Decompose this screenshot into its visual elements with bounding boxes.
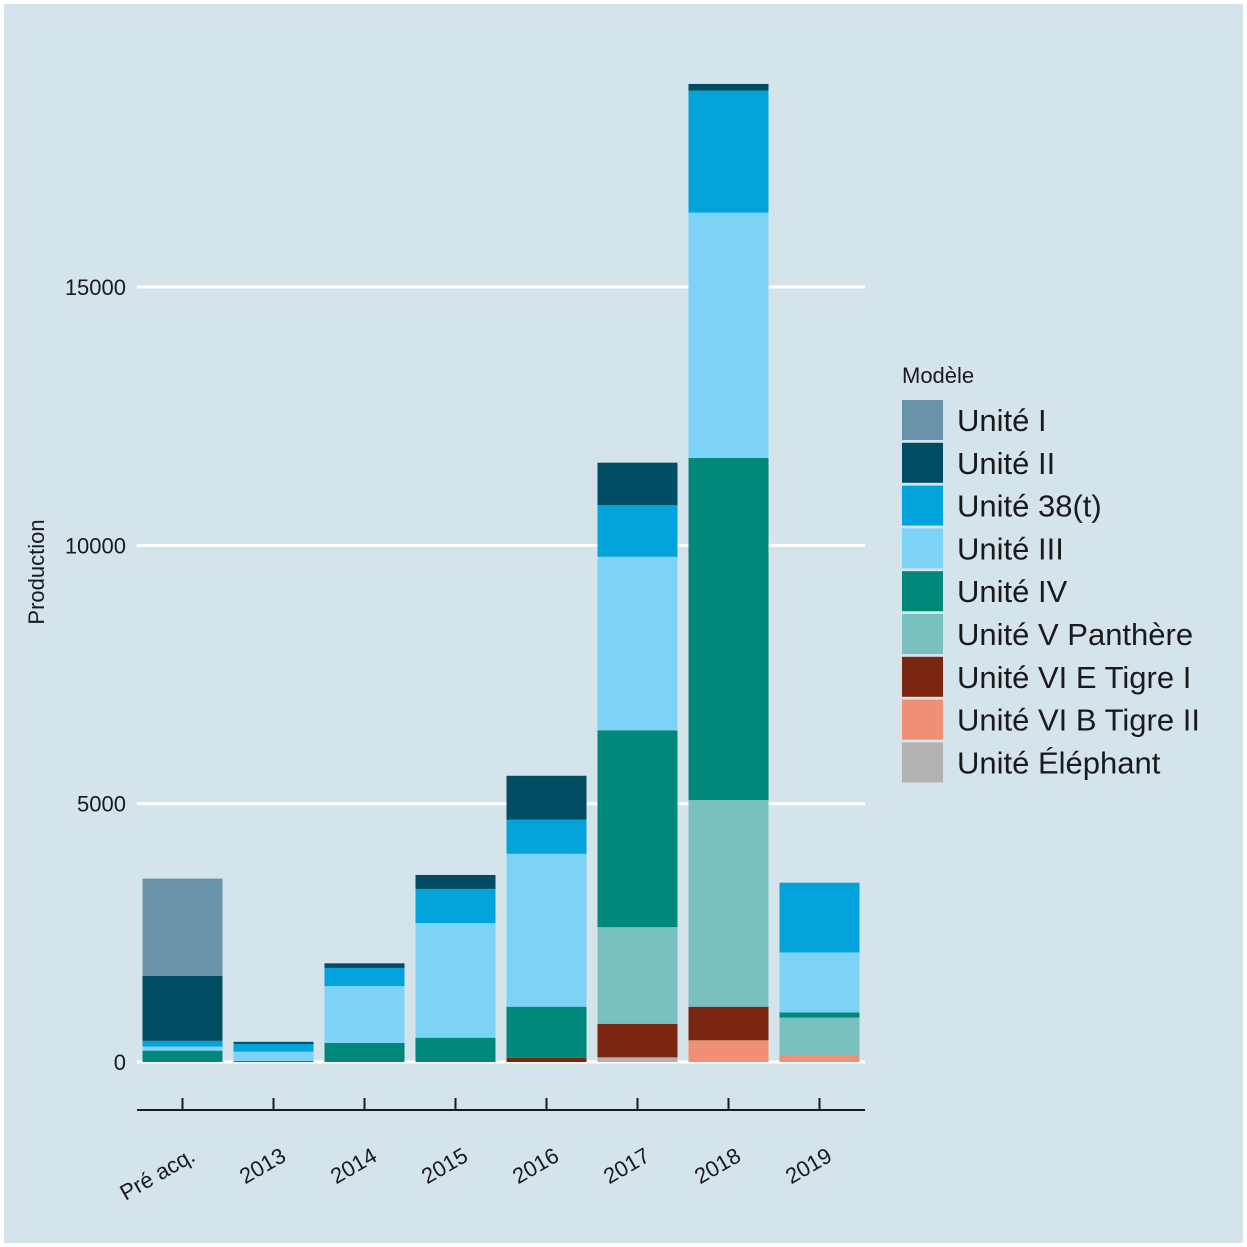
legend-label: Unité III	[957, 531, 1064, 566]
bar-segment	[779, 952, 860, 1013]
legend-label: Unité Éléphant	[957, 745, 1161, 780]
legend-label: Unité I	[957, 403, 1047, 438]
y-tick-label: 0	[114, 1050, 126, 1075]
bar-segment	[142, 1046, 223, 1051]
bar-segment	[597, 927, 678, 1024]
bar-segment	[233, 1051, 314, 1061]
legend-swatch	[902, 485, 943, 526]
bar-segment	[415, 874, 496, 889]
bar-segment	[142, 878, 223, 976]
bar-segment	[779, 1054, 860, 1062]
bar-segment	[688, 83, 769, 91]
bar-segment	[779, 882, 860, 953]
bar-segment	[688, 212, 769, 459]
bar-segment	[142, 1050, 223, 1062]
bar-segment	[233, 1043, 314, 1052]
bar-segment	[779, 1012, 860, 1018]
bar-segment	[688, 800, 769, 1007]
bar-segment	[597, 1057, 678, 1062]
bar-segment	[233, 1060, 314, 1062]
bar-segment	[324, 1042, 405, 1062]
legend-swatch	[902, 571, 943, 612]
legend-title: Modèle	[902, 363, 974, 388]
legend-label: Unité VI B Tigre II	[957, 703, 1200, 738]
bar-segment	[415, 1037, 496, 1062]
bar-segment	[597, 730, 678, 928]
bar-segment	[779, 1017, 860, 1055]
legend-label: Unité 38(t)	[957, 489, 1102, 524]
bar-segment	[415, 923, 496, 1038]
bar-segment	[506, 819, 587, 854]
bar-segment	[506, 853, 587, 1007]
bar-segment	[597, 505, 678, 557]
bar-segment	[688, 1040, 769, 1062]
bar-segment	[506, 775, 587, 820]
bar-segment	[142, 975, 223, 1041]
bar-segment	[324, 963, 405, 968]
y-axis-title: Production	[24, 519, 49, 624]
legend: Modèle Unité I Unité II Unité 38(t) Unité I…	[902, 363, 1200, 783]
bar-segment	[324, 967, 405, 987]
y-tick-label: 15000	[65, 275, 126, 300]
legend-label: Unité V Panthère	[957, 617, 1193, 652]
bar-segment	[506, 1057, 587, 1062]
y-tick-label: 10000	[65, 533, 126, 558]
legend-swatch	[902, 699, 943, 740]
y-axis: 0 5000 10000 15000	[65, 275, 126, 1075]
legend-swatch	[902, 614, 943, 654]
legend-label: Unité II	[957, 446, 1055, 481]
bar-segment	[597, 462, 678, 506]
legend-swatch	[902, 656, 943, 697]
bars	[142, 83, 860, 1062]
bar-segment	[597, 556, 678, 731]
bar-segment	[688, 1006, 769, 1041]
legend-swatch	[902, 742, 943, 783]
bar-segment	[597, 1023, 678, 1058]
legend-swatch	[902, 442, 943, 483]
bar-segment	[688, 458, 769, 801]
legend-label: Unité IV	[957, 574, 1068, 609]
bar-segment	[142, 1040, 223, 1047]
bar-segment	[324, 986, 405, 1043]
legend-label: Unité VI E Tigre I	[957, 660, 1191, 695]
bar-segment	[233, 1041, 314, 1044]
legend-swatch	[902, 400, 943, 440]
bar-segment	[415, 888, 496, 924]
bar-segment	[506, 1006, 587, 1058]
legend-swatch	[902, 528, 943, 569]
y-tick-label: 5000	[77, 792, 126, 817]
bar-segment	[688, 90, 769, 213]
